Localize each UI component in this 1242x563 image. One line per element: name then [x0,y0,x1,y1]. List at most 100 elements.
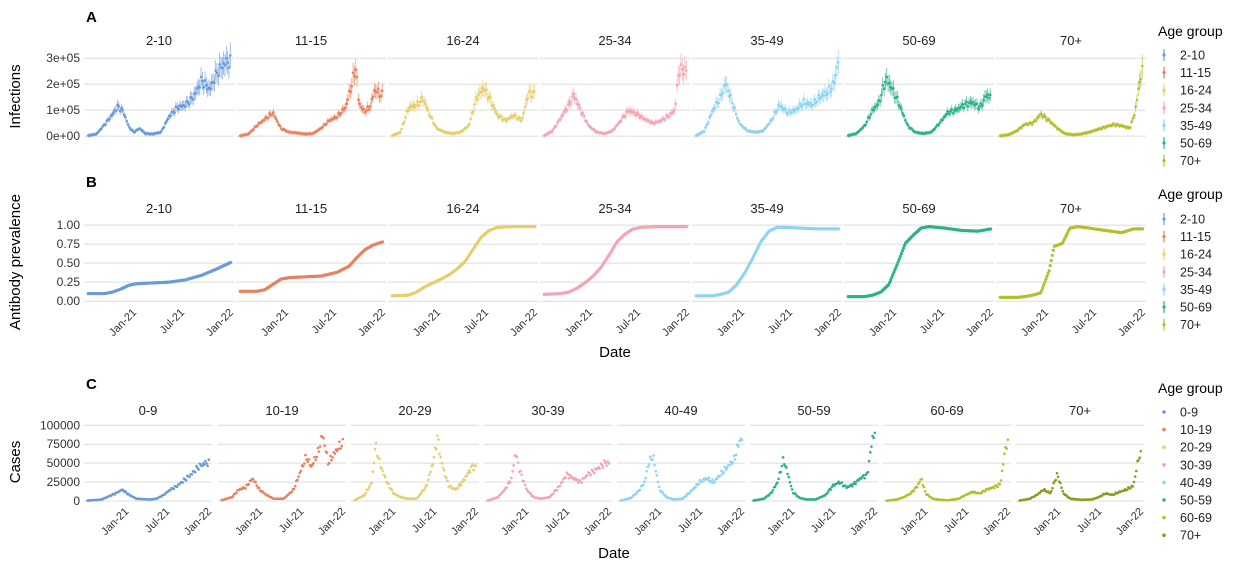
legend-symbol [1162,305,1166,309]
x-tick-label: Jul-21 [158,307,188,337]
data-point [423,486,427,490]
data-point [975,102,979,106]
data-point [199,75,203,79]
data-point [652,454,655,457]
y-tick-label: 0.50 [57,256,81,270]
data-point [333,452,337,455]
data-point [638,116,642,120]
data-point [299,469,303,473]
data-point [372,461,376,464]
data-point [456,487,460,490]
data-point [1042,283,1046,287]
data-point [861,126,865,129]
data-point [896,95,899,99]
data-point [961,103,964,106]
data-point [325,122,328,126]
data-point [850,484,854,488]
data-point [532,90,536,93]
data-point [813,98,816,101]
data-point [934,125,938,129]
data-point [120,107,123,110]
data-point [659,119,663,123]
data-point [104,123,107,126]
data-point [495,112,499,116]
data-point [951,111,955,115]
data-point [657,485,661,489]
data-point [738,439,741,443]
data-point [943,114,947,118]
data-point [532,225,537,229]
data-point [633,111,636,114]
data-point [466,124,470,128]
data-point [510,476,513,480]
strip-title: 16-24 [446,201,479,216]
x-tick-label: Jan-22 [508,307,540,339]
legend-item-label: 35-49 [1180,283,1212,297]
data-point [901,112,904,115]
data-point [197,468,200,471]
data-point [817,94,820,97]
data-point [561,480,564,484]
data-point [654,470,658,473]
data-point [198,86,202,89]
data-point [1044,277,1048,281]
data-point [725,466,729,470]
data-point [508,481,512,484]
legend-title: Age group [1158,380,1223,396]
data-point [200,464,204,468]
data-point [426,478,430,482]
data-point [779,470,783,474]
data-point [623,115,627,119]
data-point [247,483,251,486]
data-point [988,227,993,231]
data-point [775,109,779,112]
data-point [682,72,685,76]
data-point [122,113,126,117]
facet-panel: 70+ [996,33,1146,138]
data-point [790,488,794,491]
x-tick-label: Jul-21 [614,307,644,337]
data-point [398,131,402,134]
data-point [316,446,320,450]
data-point [491,104,495,107]
strip-title: 35-49 [750,201,783,216]
data-point [505,119,508,123]
data-point [474,95,478,99]
data-point [463,478,466,482]
data-point [1134,469,1138,473]
data-point [433,123,437,127]
data-point [494,110,498,114]
x-tick-label: Jul-21 [277,506,307,536]
data-point [380,240,385,244]
data-point [965,100,968,103]
data-point [343,106,347,110]
legend-item-label: 50-59 [1180,494,1212,508]
data-point [367,108,371,111]
data-point [204,459,207,463]
data-point [410,105,414,109]
data-point [489,96,492,99]
y-tick-label: 0e+00 [46,129,80,143]
data-point [683,65,687,69]
data-point [971,101,975,104]
data-point [729,93,733,97]
data-point [684,225,689,229]
strip-title: 50-59 [797,403,830,418]
x-tick-label: Jan-21 [1031,506,1063,538]
data-point [511,115,515,119]
data-point [720,469,723,473]
data-point [252,128,255,131]
data-point [526,97,529,101]
data-point [499,115,503,118]
data-point [1016,129,1019,133]
data-point [815,100,819,104]
data-point [862,473,865,477]
data-point [667,115,671,119]
chart-A: A Infections 0e+00 1e+05 2e+05 3e+05 2-10 11-15… [7,9,1223,168]
data-point [257,486,261,490]
data-point [375,90,379,94]
data-point [829,488,832,491]
y-tick-label: 0.75 [57,237,81,251]
data-point [1054,478,1058,482]
data-point [314,458,317,462]
